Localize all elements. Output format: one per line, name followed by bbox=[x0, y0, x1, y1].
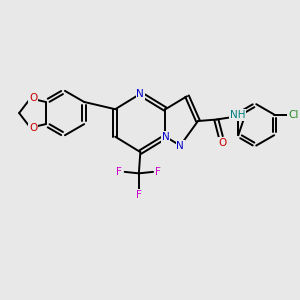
Text: N: N bbox=[136, 89, 144, 99]
Text: F: F bbox=[116, 167, 122, 177]
Text: F: F bbox=[155, 167, 161, 177]
Text: O: O bbox=[29, 123, 38, 133]
Text: F: F bbox=[136, 190, 142, 200]
Text: O: O bbox=[29, 93, 38, 103]
Text: N: N bbox=[162, 132, 169, 142]
Text: N: N bbox=[176, 141, 184, 151]
Text: NH: NH bbox=[230, 110, 246, 120]
Text: O: O bbox=[218, 138, 226, 148]
Text: Cl: Cl bbox=[288, 110, 298, 119]
